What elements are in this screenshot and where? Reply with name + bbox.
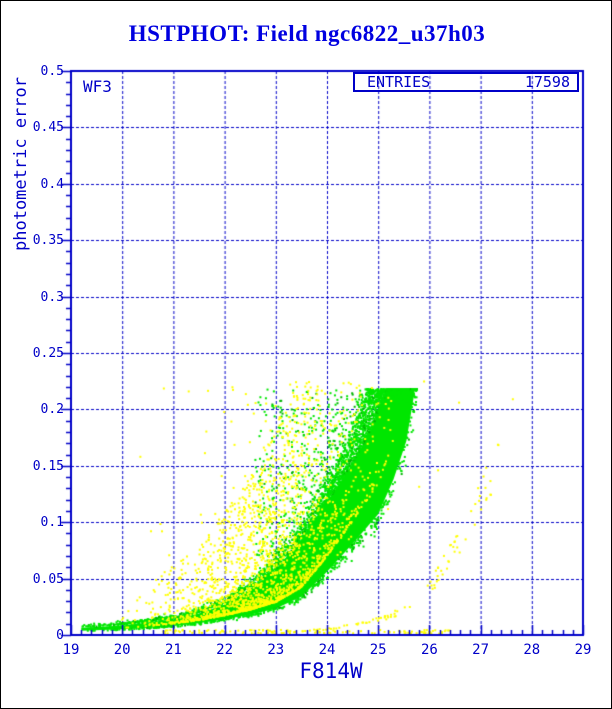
y-tick-label: 0 — [56, 628, 64, 643]
entries-box: ENTRIES 17598 — [353, 72, 579, 92]
y-tick-label: 0.25 — [32, 346, 64, 361]
x-tick-label: 22 — [216, 642, 234, 658]
y-tick-label: 0.2 — [40, 402, 64, 418]
x-axis-label: F814W — [299, 659, 363, 683]
x-tick-label: 26 — [420, 642, 438, 658]
page-title: HSTPHOT: Field ngc6822_u37h03 — [128, 21, 486, 46]
x-tick-label: 20 — [113, 642, 131, 658]
y-tick-label: 0.35 — [32, 233, 64, 249]
x-tick-label: 24 — [318, 642, 336, 658]
y-tick-label: 0.45 — [32, 120, 64, 136]
y-tick-label: 0.05 — [32, 571, 64, 587]
chip-label: WF3 — [83, 77, 112, 96]
entries-label: ENTRIES — [367, 73, 431, 91]
x-tick-label: 21 — [164, 642, 182, 658]
y-tick-label: 0.5 — [40, 64, 64, 79]
y-tick-label: 0.15 — [32, 458, 64, 474]
x-tick-label: 29 — [574, 642, 592, 658]
entries-value: 17598 — [524, 73, 570, 91]
x-tick-label: 28 — [523, 642, 541, 658]
y-tick-label: 0.4 — [40, 176, 64, 192]
x-tick-label: 27 — [472, 642, 490, 658]
y-tick-label: 0.1 — [40, 515, 64, 531]
x-tick-label: 19 — [62, 642, 80, 658]
y-tick-label: 0.3 — [40, 289, 64, 305]
x-tick-label: 25 — [369, 642, 387, 658]
x-tick-label: 23 — [267, 642, 285, 658]
